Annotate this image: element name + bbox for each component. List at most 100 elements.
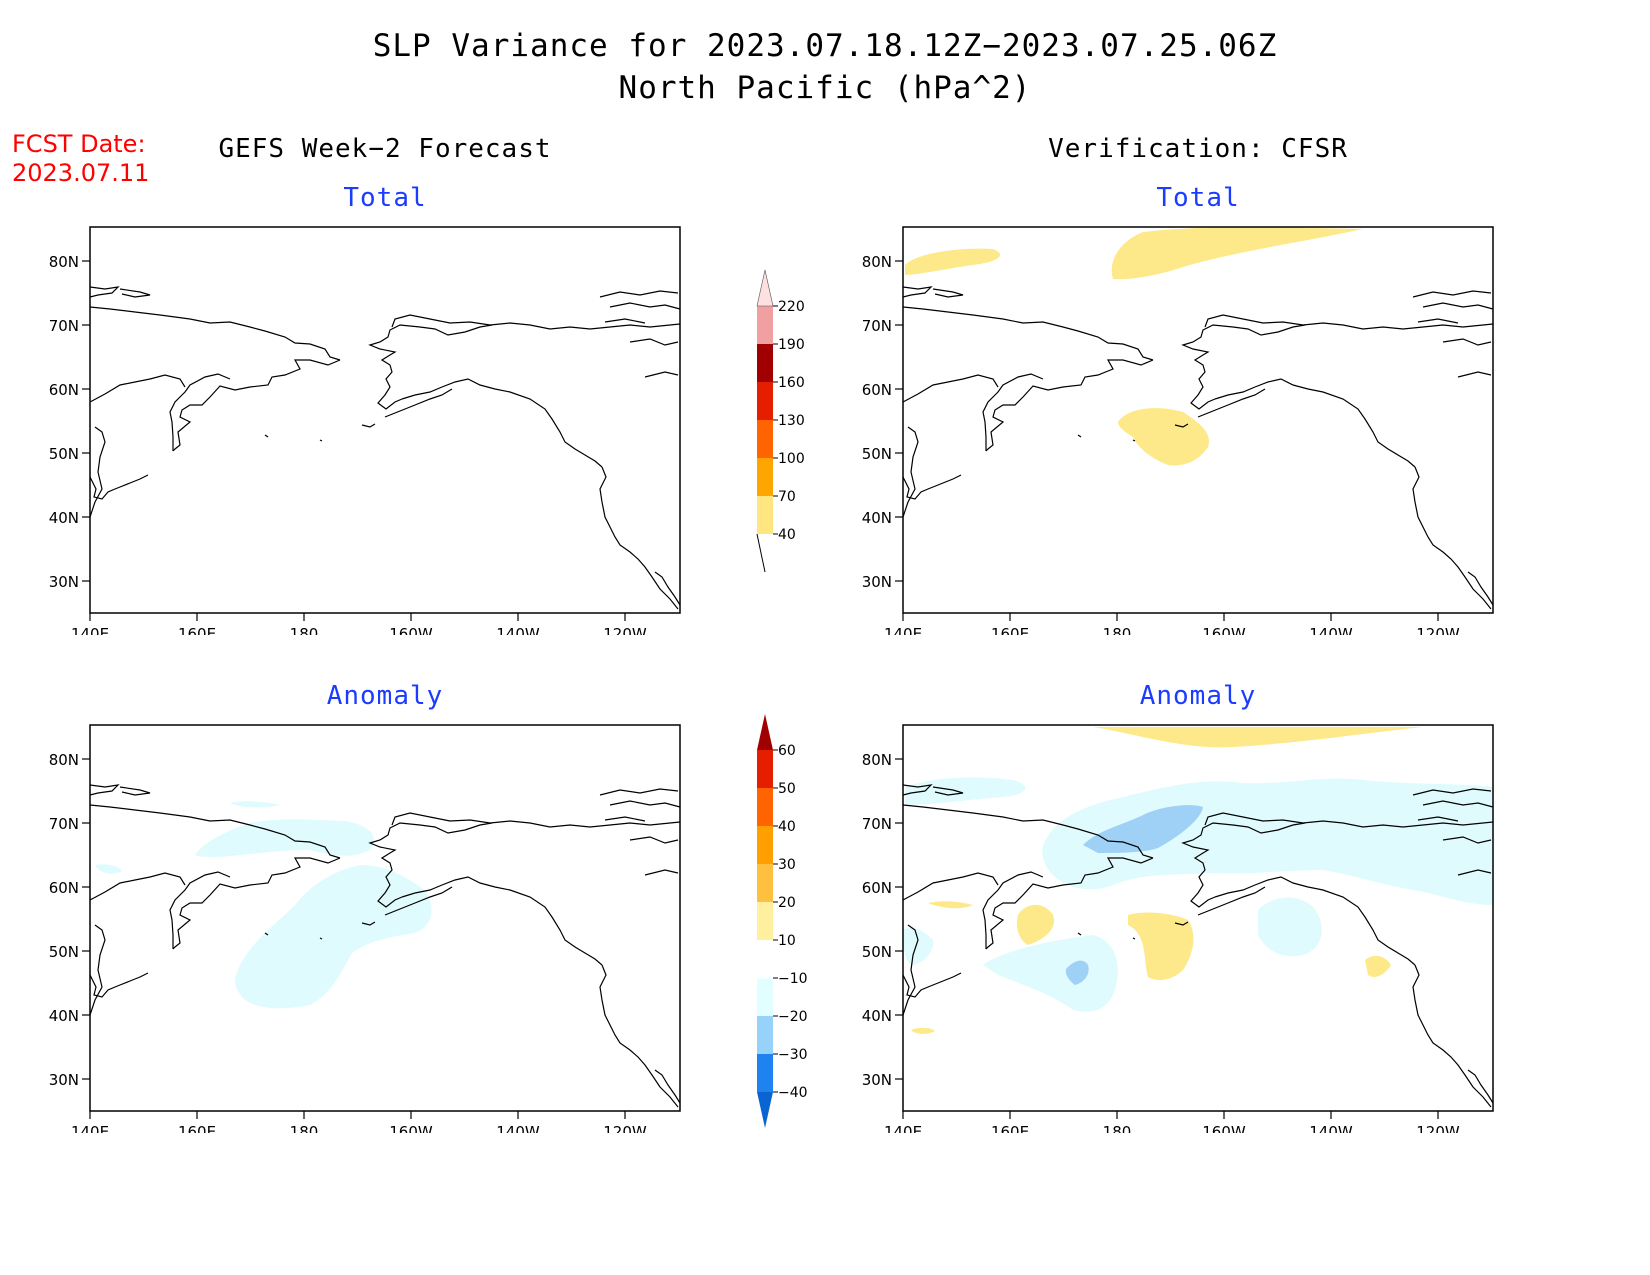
colorbar-swatch <box>757 382 773 420</box>
colorbar-label: 10 <box>778 933 796 949</box>
colorbar-label: −10 <box>778 971 808 987</box>
colorbar-label: 190 <box>778 337 805 353</box>
lon-label: 120W <box>1416 625 1460 635</box>
anomaly-negative-east <box>1258 897 1322 957</box>
colorbar-swatch <box>757 902 773 940</box>
colorbar-label: 40 <box>778 819 796 835</box>
lon-label: 140E <box>71 1123 109 1133</box>
lat-label: 60N <box>49 879 79 897</box>
lat-label: 40N <box>862 1007 892 1025</box>
lat-label: 30N <box>49 573 79 591</box>
lat-label: 40N <box>49 509 79 527</box>
lat-label: 80N <box>49 751 79 769</box>
lat-label: 70N <box>49 317 79 335</box>
colorbar-swatch <box>756 939 774 979</box>
colorbar-swatch <box>756 269 774 307</box>
anomaly-area-north <box>195 819 374 857</box>
anomaly-area-west <box>95 864 122 874</box>
lon-label: 140E <box>884 625 922 635</box>
map-gefs-total: 80N 70N 60N 50N 40N 30N 140E 160E 180 160W 140W 12… <box>49 226 681 635</box>
main-title: SLP Variance for 2023.07.18.12Z−2023.07.… <box>372 28 1278 64</box>
colorbar-label: 70 <box>778 489 796 505</box>
lat-label: 30N <box>862 1071 892 1089</box>
lat-label: 40N <box>49 1007 79 1025</box>
lat-label: 70N <box>862 815 892 833</box>
lon-label: 180 <box>1103 1123 1132 1133</box>
anomaly-positive-kamchatka <box>1016 904 1054 945</box>
colorbar-label: 100 <box>778 451 805 467</box>
colorbar-swatch <box>757 1016 773 1054</box>
fcst-date-label: FCST Date: <box>12 130 146 158</box>
lat-label: 60N <box>862 381 892 399</box>
right-total-label: Total <box>1156 183 1240 213</box>
colorbar-label: 160 <box>778 375 805 391</box>
map-cfsr-anomaly: 80N 70N 60N 50N 40N 30N 140E 160E 180 160W 140W 12… <box>862 724 1494 1133</box>
colorbar-swatch <box>757 420 773 458</box>
lat-label: 70N <box>862 317 892 335</box>
anomaly-positive-okhotsk <box>928 901 973 909</box>
colorbar-swatch <box>757 306 773 344</box>
lon-label: 120W <box>603 625 647 635</box>
anomaly-positive-arctic <box>1093 727 1423 748</box>
anomaly-negative-band <box>1042 778 1493 905</box>
lon-label: 160W <box>389 625 433 635</box>
lon-label: 160W <box>1202 625 1246 635</box>
lat-label: 80N <box>862 751 892 769</box>
colorbar-swatch <box>757 788 773 826</box>
colorbar-total: 40 70 100 130 160 190 220 <box>756 269 805 573</box>
colorbar-anomaly: −40 −30 −20 −10 10 20 30 40 50 60 <box>756 714 808 1128</box>
colorbar-swatch <box>757 1054 773 1092</box>
lon-label: 160E <box>178 625 216 635</box>
anomaly-negative-central <box>983 935 1118 1012</box>
colorbar-label: 20 <box>778 895 796 911</box>
lat-label: 50N <box>49 445 79 463</box>
lon-label: 140W <box>496 1123 540 1133</box>
lon-label: 120W <box>1416 1123 1460 1133</box>
anomaly-positive-coast <box>1365 955 1391 977</box>
colorbar-swatch <box>757 826 773 864</box>
map-gefs-anomaly: 80N 70N 60N 50N 40N 30N 140E 160E 180 160W 140W 12… <box>49 724 681 1133</box>
lon-label: 180 <box>1103 625 1132 635</box>
lat-label: 60N <box>49 381 79 399</box>
lat-label: 80N <box>862 253 892 271</box>
lat-label: 40N <box>862 509 892 527</box>
fcst-date-block: FCST Date: 2023.07.11 <box>12 130 149 188</box>
left-column-title: GEFS Week−2 Forecast <box>218 134 552 164</box>
lon-label: 180 <box>290 1123 319 1133</box>
lat-label: 50N <box>862 445 892 463</box>
lat-label: 70N <box>49 815 79 833</box>
colorbar-label: −40 <box>778 1085 808 1101</box>
anomaly-positive-japan <box>911 1027 935 1034</box>
lon-label: 140E <box>884 1123 922 1133</box>
colorbar-label: 60 <box>778 743 796 759</box>
lon-label: 160E <box>178 1123 216 1133</box>
fcst-date-value: 2023.07.11 <box>12 159 150 187</box>
lon-label: 160E <box>991 1123 1029 1133</box>
lat-label: 50N <box>49 943 79 961</box>
colorbar-swatch <box>757 978 773 1016</box>
lat-label: 60N <box>862 879 892 897</box>
lon-label: 140W <box>1309 1123 1353 1133</box>
colorbar-swatch <box>757 344 773 382</box>
colorbar-label: 50 <box>778 781 796 797</box>
variance-area-arctic-north <box>1111 227 1363 280</box>
lon-label: 140W <box>496 625 540 635</box>
lon-label: 140E <box>71 625 109 635</box>
colorbar-label: −30 <box>778 1047 808 1063</box>
colorbar-swatch <box>757 864 773 902</box>
lon-label: 120W <box>603 1123 647 1133</box>
lat-label: 30N <box>49 1071 79 1089</box>
colorbar-swatch <box>757 458 773 496</box>
anomaly-negative-japan <box>903 928 934 965</box>
lon-label: 160W <box>389 1123 433 1133</box>
colorbar-swatch <box>757 1092 773 1128</box>
anomaly-negative-western-arctic <box>905 777 1026 805</box>
anomaly-area-arctic <box>230 801 280 808</box>
colorbar-tail <box>756 533 766 573</box>
left-anomaly-label: Anomaly <box>326 681 444 711</box>
colorbar-label: 220 <box>778 299 805 315</box>
map-cfsr-total: 80N 70N 60N 50N 40N 30N 140E 160E 180 160W 140W 12… <box>862 226 1494 635</box>
colorbar-swatch <box>757 750 773 788</box>
lon-label: 160W <box>1202 1123 1246 1133</box>
lat-label: 30N <box>862 573 892 591</box>
